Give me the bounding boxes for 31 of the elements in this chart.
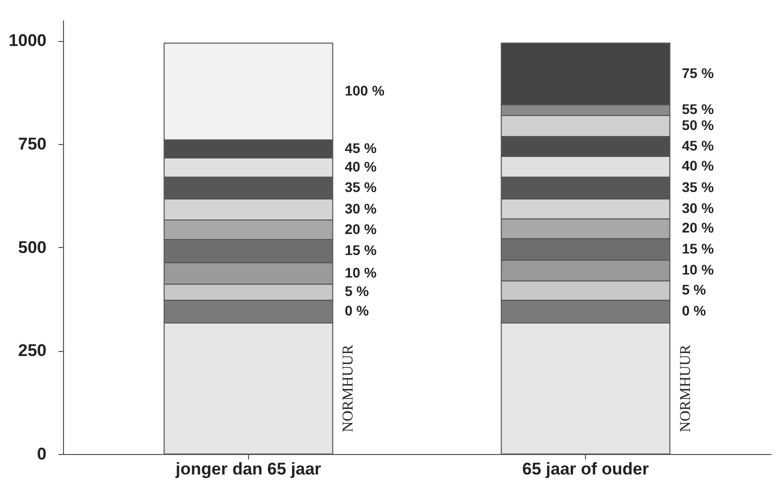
- series-label: 55 %: [682, 101, 714, 118]
- series-label: 50 %: [682, 117, 714, 134]
- series-label: 45 %: [344, 140, 378, 156]
- text: 45 %: [682, 137, 714, 154]
- series-label: 20 %: [344, 220, 378, 237]
- text: 35 %: [682, 179, 714, 196]
- series-label: 100 %: [344, 82, 385, 99]
- text: 5 %: [682, 282, 706, 298]
- text: 30 %: [682, 200, 714, 216]
- series-label: 40 %: [344, 158, 378, 175]
- x-tick-label: jonger dan 65 jaar: [174, 460, 322, 478]
- text: 15 %: [682, 240, 714, 256]
- y-tick-label: 1000: [8, 31, 46, 50]
- y-tick-label: 500: [18, 238, 46, 257]
- series-label: 75 %: [682, 64, 714, 81]
- text: 20 %: [682, 220, 714, 236]
- series-label: 30 %: [344, 200, 378, 217]
- text: 40 %: [682, 158, 714, 174]
- text: 10 %: [682, 261, 714, 278]
- series-label: 35 %: [344, 179, 378, 196]
- y-tick-label: 250: [18, 341, 46, 360]
- y-tick-label: 0: [37, 444, 46, 464]
- series-label: 10 %: [344, 264, 378, 280]
- text: NORMHUUR: [340, 344, 357, 432]
- x-tick-label: 65 jaar of ouder: [522, 460, 650, 478]
- series-label: 0 %: [344, 302, 370, 319]
- series-label: 5 %: [344, 283, 370, 300]
- series-label: 15 %: [344, 242, 378, 258]
- y-tick-label: 750: [18, 134, 46, 154]
- text: NORMHUUR: [678, 344, 694, 432]
- text: 0 %: [682, 302, 706, 319]
